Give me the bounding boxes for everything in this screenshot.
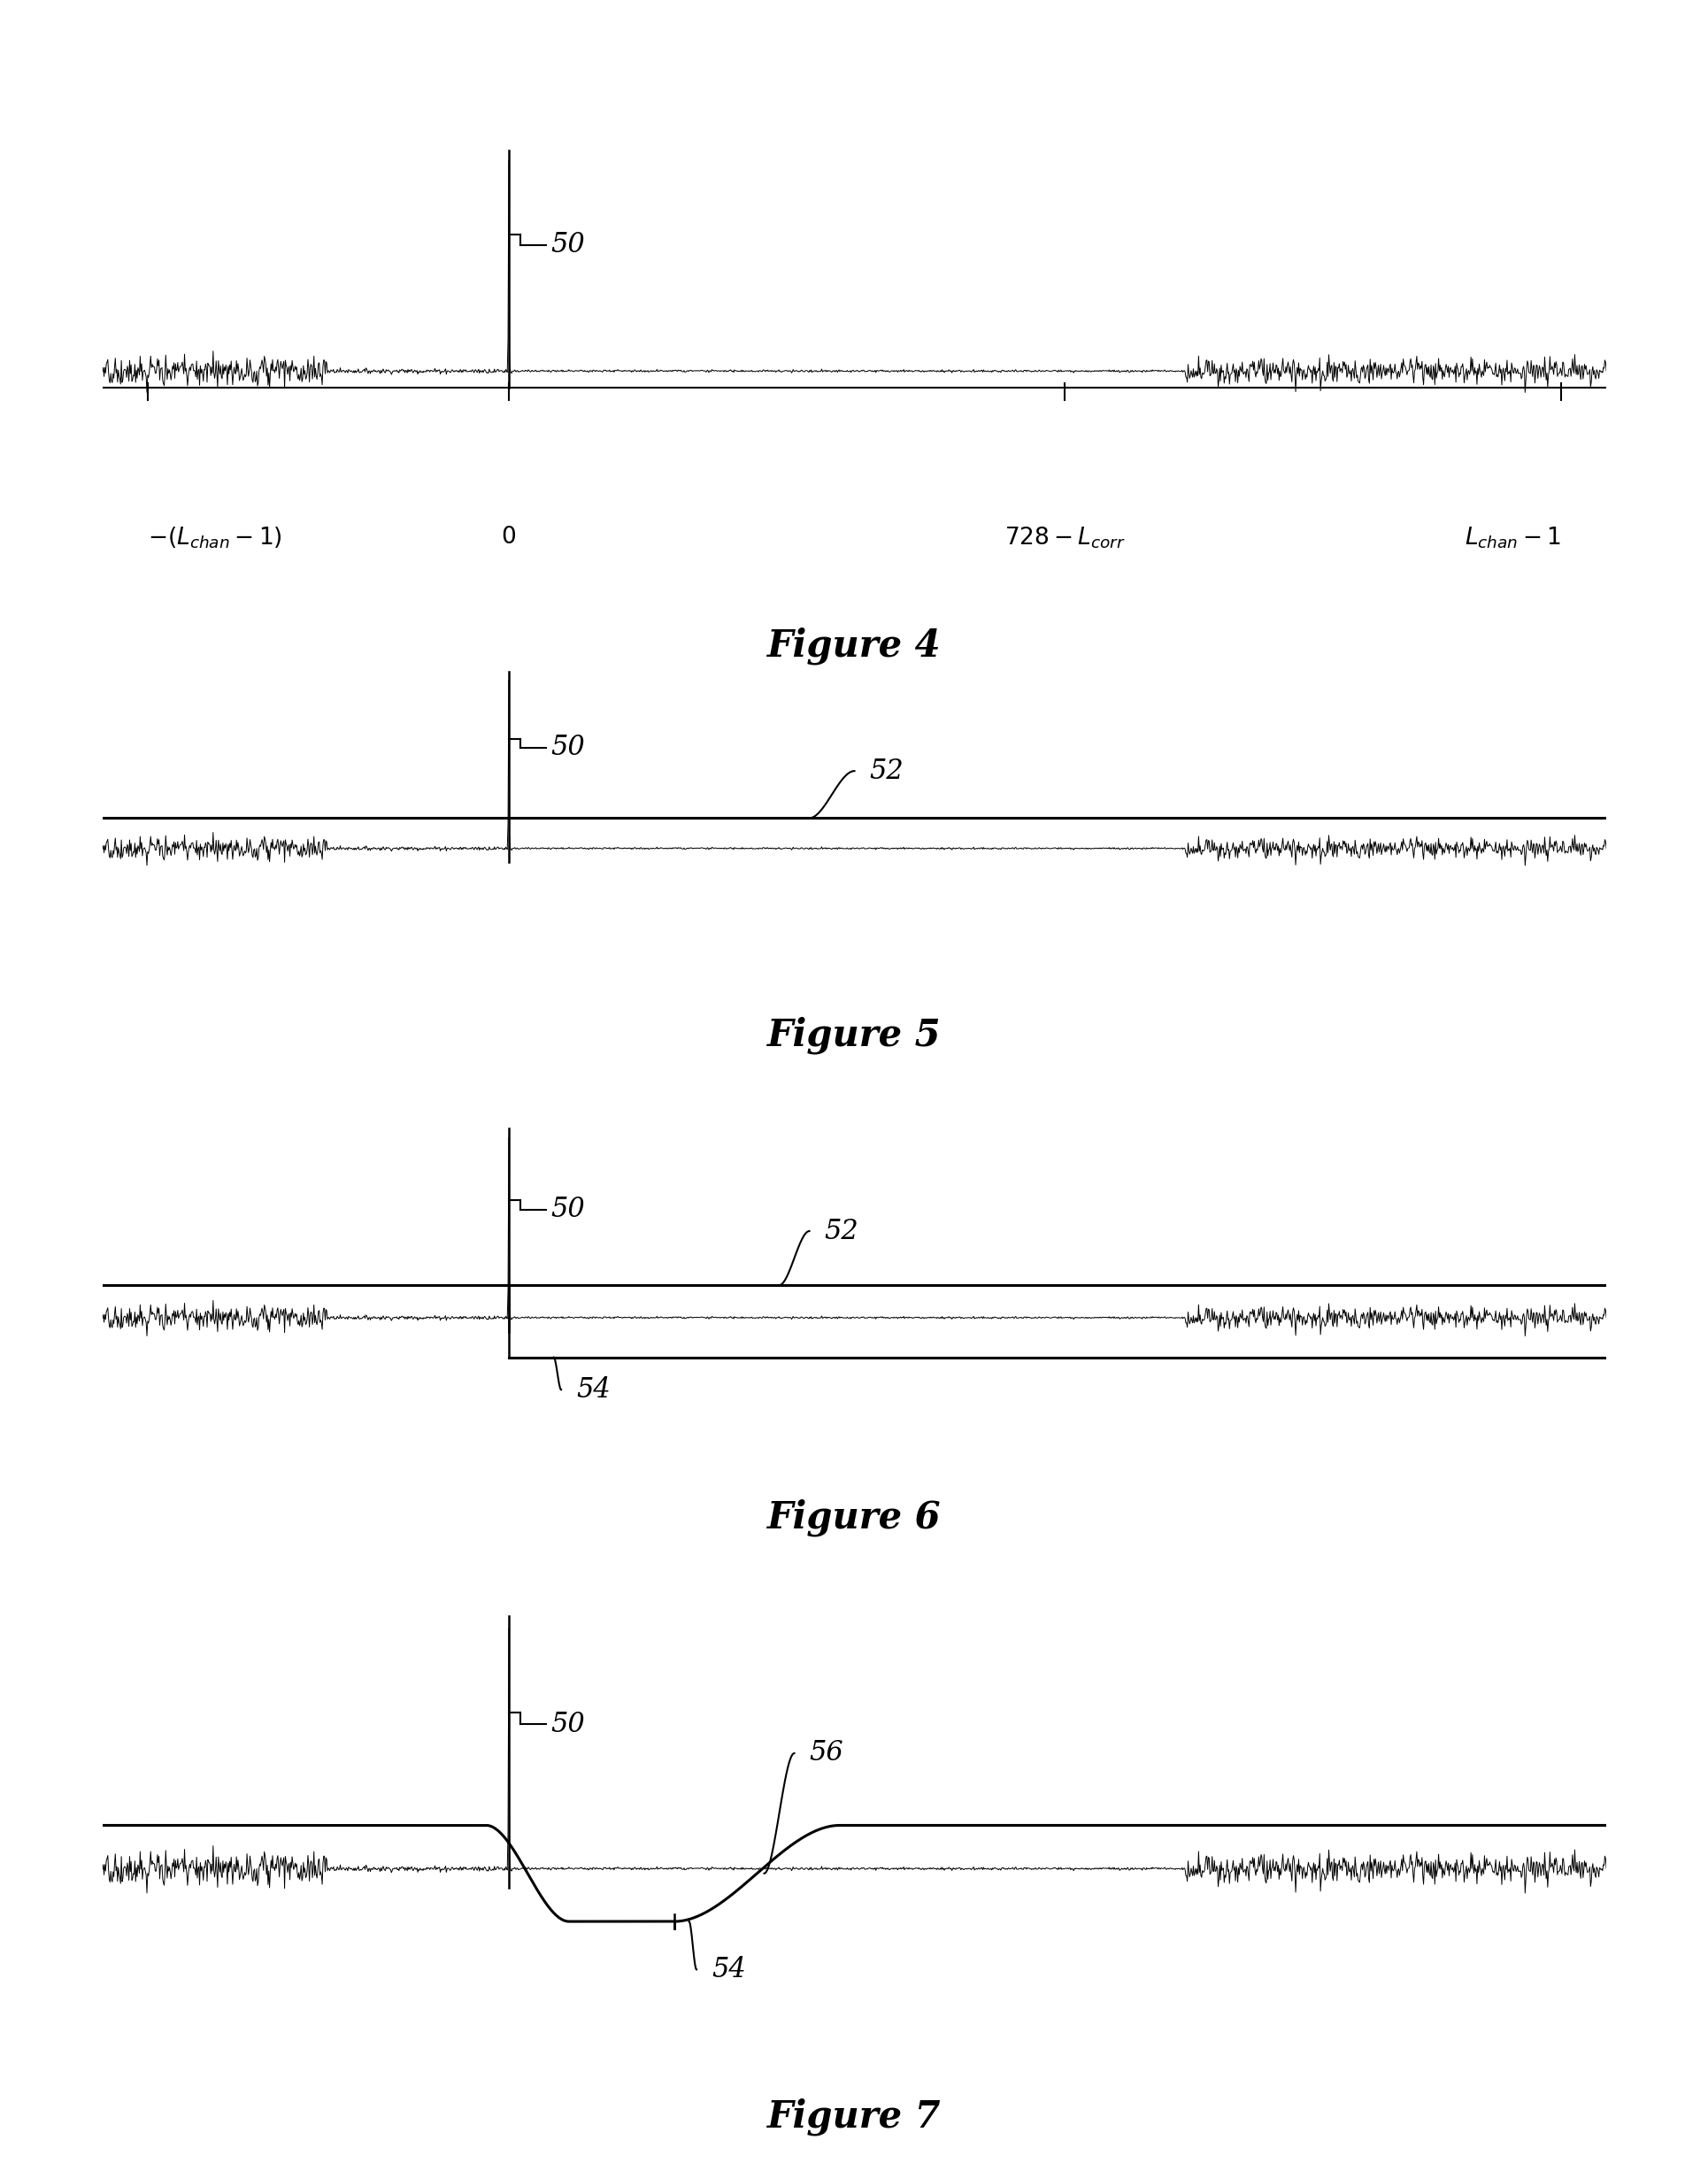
Text: $0$: $0$ (500, 526, 516, 547)
Text: Figure 5: Figure 5 (767, 1017, 941, 1053)
Text: 52: 52 (823, 1218, 857, 1246)
Text: Figure 7: Figure 7 (767, 2098, 941, 2135)
Text: $L_{chan} - 1$: $L_{chan} - 1$ (1464, 526, 1561, 552)
Text: $728 - L_{corr}$: $728 - L_{corr}$ (1004, 526, 1126, 552)
Text: 50: 50 (550, 1711, 584, 1739)
Text: $-(L_{chan} - 1)$: $-(L_{chan} - 1)$ (147, 526, 282, 552)
Text: 50: 50 (550, 733, 584, 761)
Text: 56: 56 (810, 1739, 844, 1767)
Text: 54: 54 (711, 1955, 745, 1983)
Text: Figure 4: Figure 4 (767, 627, 941, 664)
Text: Figure 6: Figure 6 (767, 1499, 941, 1536)
Text: 50: 50 (550, 231, 584, 260)
Text: 50: 50 (550, 1196, 584, 1224)
Text: 54: 54 (576, 1376, 610, 1404)
Text: 52: 52 (869, 757, 904, 785)
